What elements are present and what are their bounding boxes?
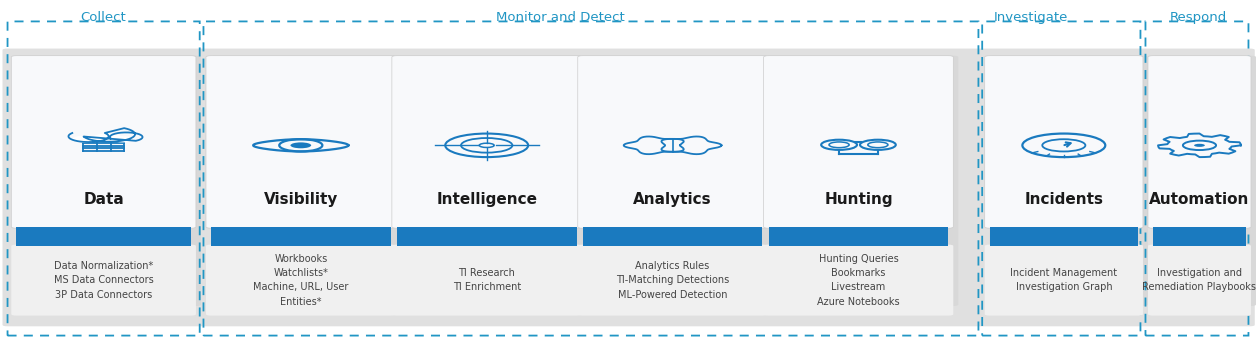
FancyBboxPatch shape <box>206 245 396 316</box>
FancyBboxPatch shape <box>769 56 958 306</box>
FancyBboxPatch shape <box>985 245 1143 316</box>
Circle shape <box>112 136 134 142</box>
Bar <box>769 227 948 246</box>
Bar <box>990 227 1138 246</box>
FancyBboxPatch shape <box>985 56 1143 228</box>
Circle shape <box>290 142 311 148</box>
Bar <box>1153 227 1246 246</box>
Text: Incident Management
Investigation Graph: Incident Management Investigation Graph <box>1010 268 1118 292</box>
FancyBboxPatch shape <box>583 56 772 306</box>
Text: TI Research
TI Enrichment: TI Research TI Enrichment <box>452 268 521 292</box>
Text: Investigation and
Remediation Playbooks: Investigation and Remediation Playbooks <box>1143 268 1256 292</box>
FancyBboxPatch shape <box>11 245 196 316</box>
Text: Visibility: Visibility <box>264 192 338 207</box>
FancyBboxPatch shape <box>1148 56 1251 228</box>
Text: Incidents: Incidents <box>1025 192 1103 207</box>
Text: Workbooks
Watchlists*
Machine, URL, User
Entities*: Workbooks Watchlists* Machine, URL, User… <box>254 253 348 307</box>
FancyBboxPatch shape <box>1148 245 1251 316</box>
FancyBboxPatch shape <box>578 56 767 228</box>
Text: Data Normalization*
MS Data Connectors
3P Data Connectors: Data Normalization* MS Data Connectors 3… <box>54 261 153 300</box>
Text: Collect: Collect <box>80 11 126 24</box>
Text: Analytics Rules
TI-Matching Detections
ML-Powered Detection: Analytics Rules TI-Matching Detections M… <box>615 261 730 300</box>
FancyBboxPatch shape <box>397 56 587 306</box>
Bar <box>583 227 762 246</box>
Text: Hunting: Hunting <box>824 192 893 207</box>
Text: Investigate: Investigate <box>993 11 1069 24</box>
Circle shape <box>93 134 123 142</box>
Bar <box>211 227 391 246</box>
FancyBboxPatch shape <box>11 56 196 228</box>
Bar <box>397 227 577 246</box>
FancyBboxPatch shape <box>764 245 953 316</box>
Text: Intelligence: Intelligence <box>436 192 538 207</box>
Text: Monitor and Detect: Monitor and Detect <box>496 11 624 24</box>
FancyBboxPatch shape <box>1153 56 1256 306</box>
Text: Data: Data <box>83 192 124 207</box>
Bar <box>16 227 191 246</box>
FancyBboxPatch shape <box>578 245 767 316</box>
FancyBboxPatch shape <box>206 56 396 228</box>
Text: Analytics: Analytics <box>633 192 712 207</box>
FancyBboxPatch shape <box>764 56 953 228</box>
FancyBboxPatch shape <box>211 56 401 306</box>
Text: Hunting Queries
Bookmarks
Livestream
Azure Notebooks: Hunting Queries Bookmarks Livestream Azu… <box>818 253 899 307</box>
FancyBboxPatch shape <box>392 56 582 228</box>
FancyBboxPatch shape <box>16 56 201 306</box>
Text: Automation: Automation <box>1149 192 1250 207</box>
Circle shape <box>73 136 98 143</box>
FancyBboxPatch shape <box>392 245 582 316</box>
FancyBboxPatch shape <box>990 56 1148 306</box>
FancyBboxPatch shape <box>3 49 1255 326</box>
Text: Respond: Respond <box>1169 11 1227 24</box>
Circle shape <box>1194 144 1205 147</box>
